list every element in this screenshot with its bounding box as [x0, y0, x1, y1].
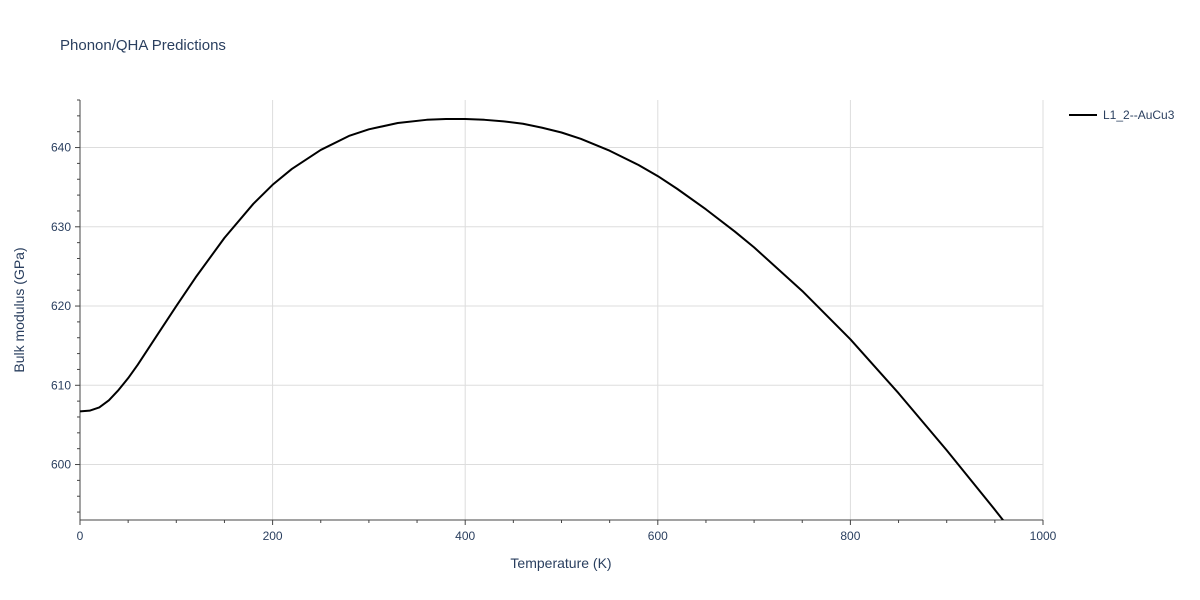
x-tick-label: 600 — [648, 529, 668, 543]
axes: 0 200 400 600 800 1000 600 610 620 630 640 — [51, 99, 1057, 543]
x-tick-label: 200 — [263, 529, 283, 543]
legend[interactable]: L1_2--AuCu3 — [1069, 108, 1175, 122]
y-tick-label: 610 — [51, 378, 71, 392]
x-axis-title: Temperature (K) — [510, 555, 611, 571]
y-axis-title: Bulk modulus (GPa) — [11, 247, 27, 372]
x-tick-label: 1000 — [1030, 529, 1057, 543]
y-tick-label: 630 — [51, 220, 71, 234]
y-tick-label: 620 — [51, 299, 71, 313]
x-tick-label: 800 — [840, 529, 860, 543]
y-tick-label: 640 — [51, 141, 71, 155]
plot-area — [80, 118, 1005, 520]
y-tick-label: 600 — [51, 458, 71, 472]
chart-title: Phonon/QHA Predictions — [60, 37, 226, 54]
legend-label[interactable]: L1_2--AuCu3 — [1103, 108, 1175, 122]
gridlines — [80, 100, 1044, 520]
x-tick-label: 400 — [455, 529, 475, 543]
x-tick-label: 0 — [77, 529, 84, 543]
series-line — [80, 118, 1005, 520]
